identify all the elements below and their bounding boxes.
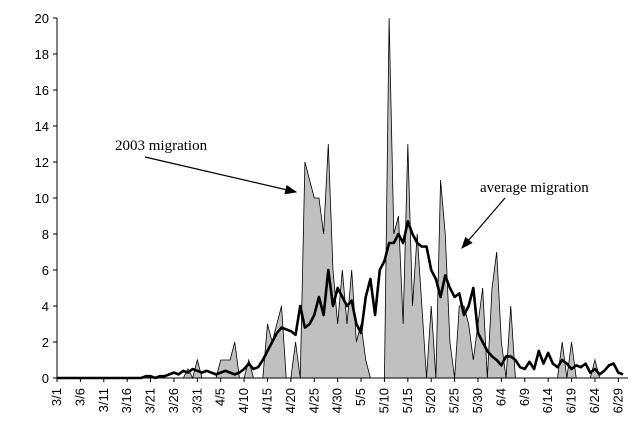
x-tick-label: 3/11 (96, 388, 111, 412)
x-tick-label: 3/21 (143, 388, 158, 413)
annotation: average migration (480, 180, 589, 196)
line (57, 220, 624, 380)
plot-area: 0 2 4 6 8 10 12 14 16 18 20 3/1 3/6 3/11 3/16 3/21 3/26 3… (35, 11, 628, 413)
y-tick-label: 4 (42, 299, 49, 314)
x-tick-label: 5/25 (447, 388, 462, 413)
x-tick-label: 5/5 (353, 388, 368, 406)
x-tick-label: 4/5 (213, 388, 228, 406)
x-tick-label: 6/9 (517, 388, 532, 406)
x-tick-label: 6/14 (540, 388, 555, 413)
y-tick-label: 2 (42, 335, 49, 350)
annotation-arrow (144, 156, 298, 195)
y-tick-label: 20 (35, 11, 49, 26)
x-tick-label: 5/30 (470, 388, 485, 413)
x-tick-label: 6/4 (493, 388, 508, 406)
x-tick-label: 4/30 (330, 388, 345, 413)
x-tick-label: 3/16 (119, 388, 134, 413)
x-tick-label: 3/26 (166, 388, 181, 413)
y-tick-label: 6 (42, 263, 49, 278)
x-tick-label: 3/6 (72, 388, 87, 406)
x-tick-label: 5/20 (423, 388, 438, 413)
x-tick-label: 3/31 (189, 388, 204, 413)
y-tick-label: 18 (35, 47, 49, 62)
x-tick-label: 5/10 (376, 388, 391, 413)
x-tick-label: 3/1 (49, 388, 64, 406)
y-tick-label: 10 (35, 191, 49, 206)
x-tick-label: 6/19 (564, 388, 579, 413)
area (57, 17, 619, 380)
y-tick-label: 16 (35, 83, 49, 98)
x-tick-label: 4/10 (236, 388, 251, 413)
x-tick-label: 4/25 (306, 388, 321, 413)
y-tick-label: 12 (35, 155, 49, 170)
x-tick-label: 5/15 (400, 388, 415, 413)
x-tick-label: 6/29 (610, 388, 625, 413)
y-tick-label: 14 (35, 119, 49, 134)
y-tick-label: 8 (42, 227, 49, 242)
x-tick-label: 4/20 (283, 388, 298, 413)
x-tick-label: 4/15 (259, 388, 274, 413)
annotation: 2003 migration (115, 138, 208, 154)
x-tick-label: 6/24 (587, 388, 602, 413)
annotation-arrow (461, 197, 506, 249)
y-tick-label: 0 (42, 371, 49, 386)
